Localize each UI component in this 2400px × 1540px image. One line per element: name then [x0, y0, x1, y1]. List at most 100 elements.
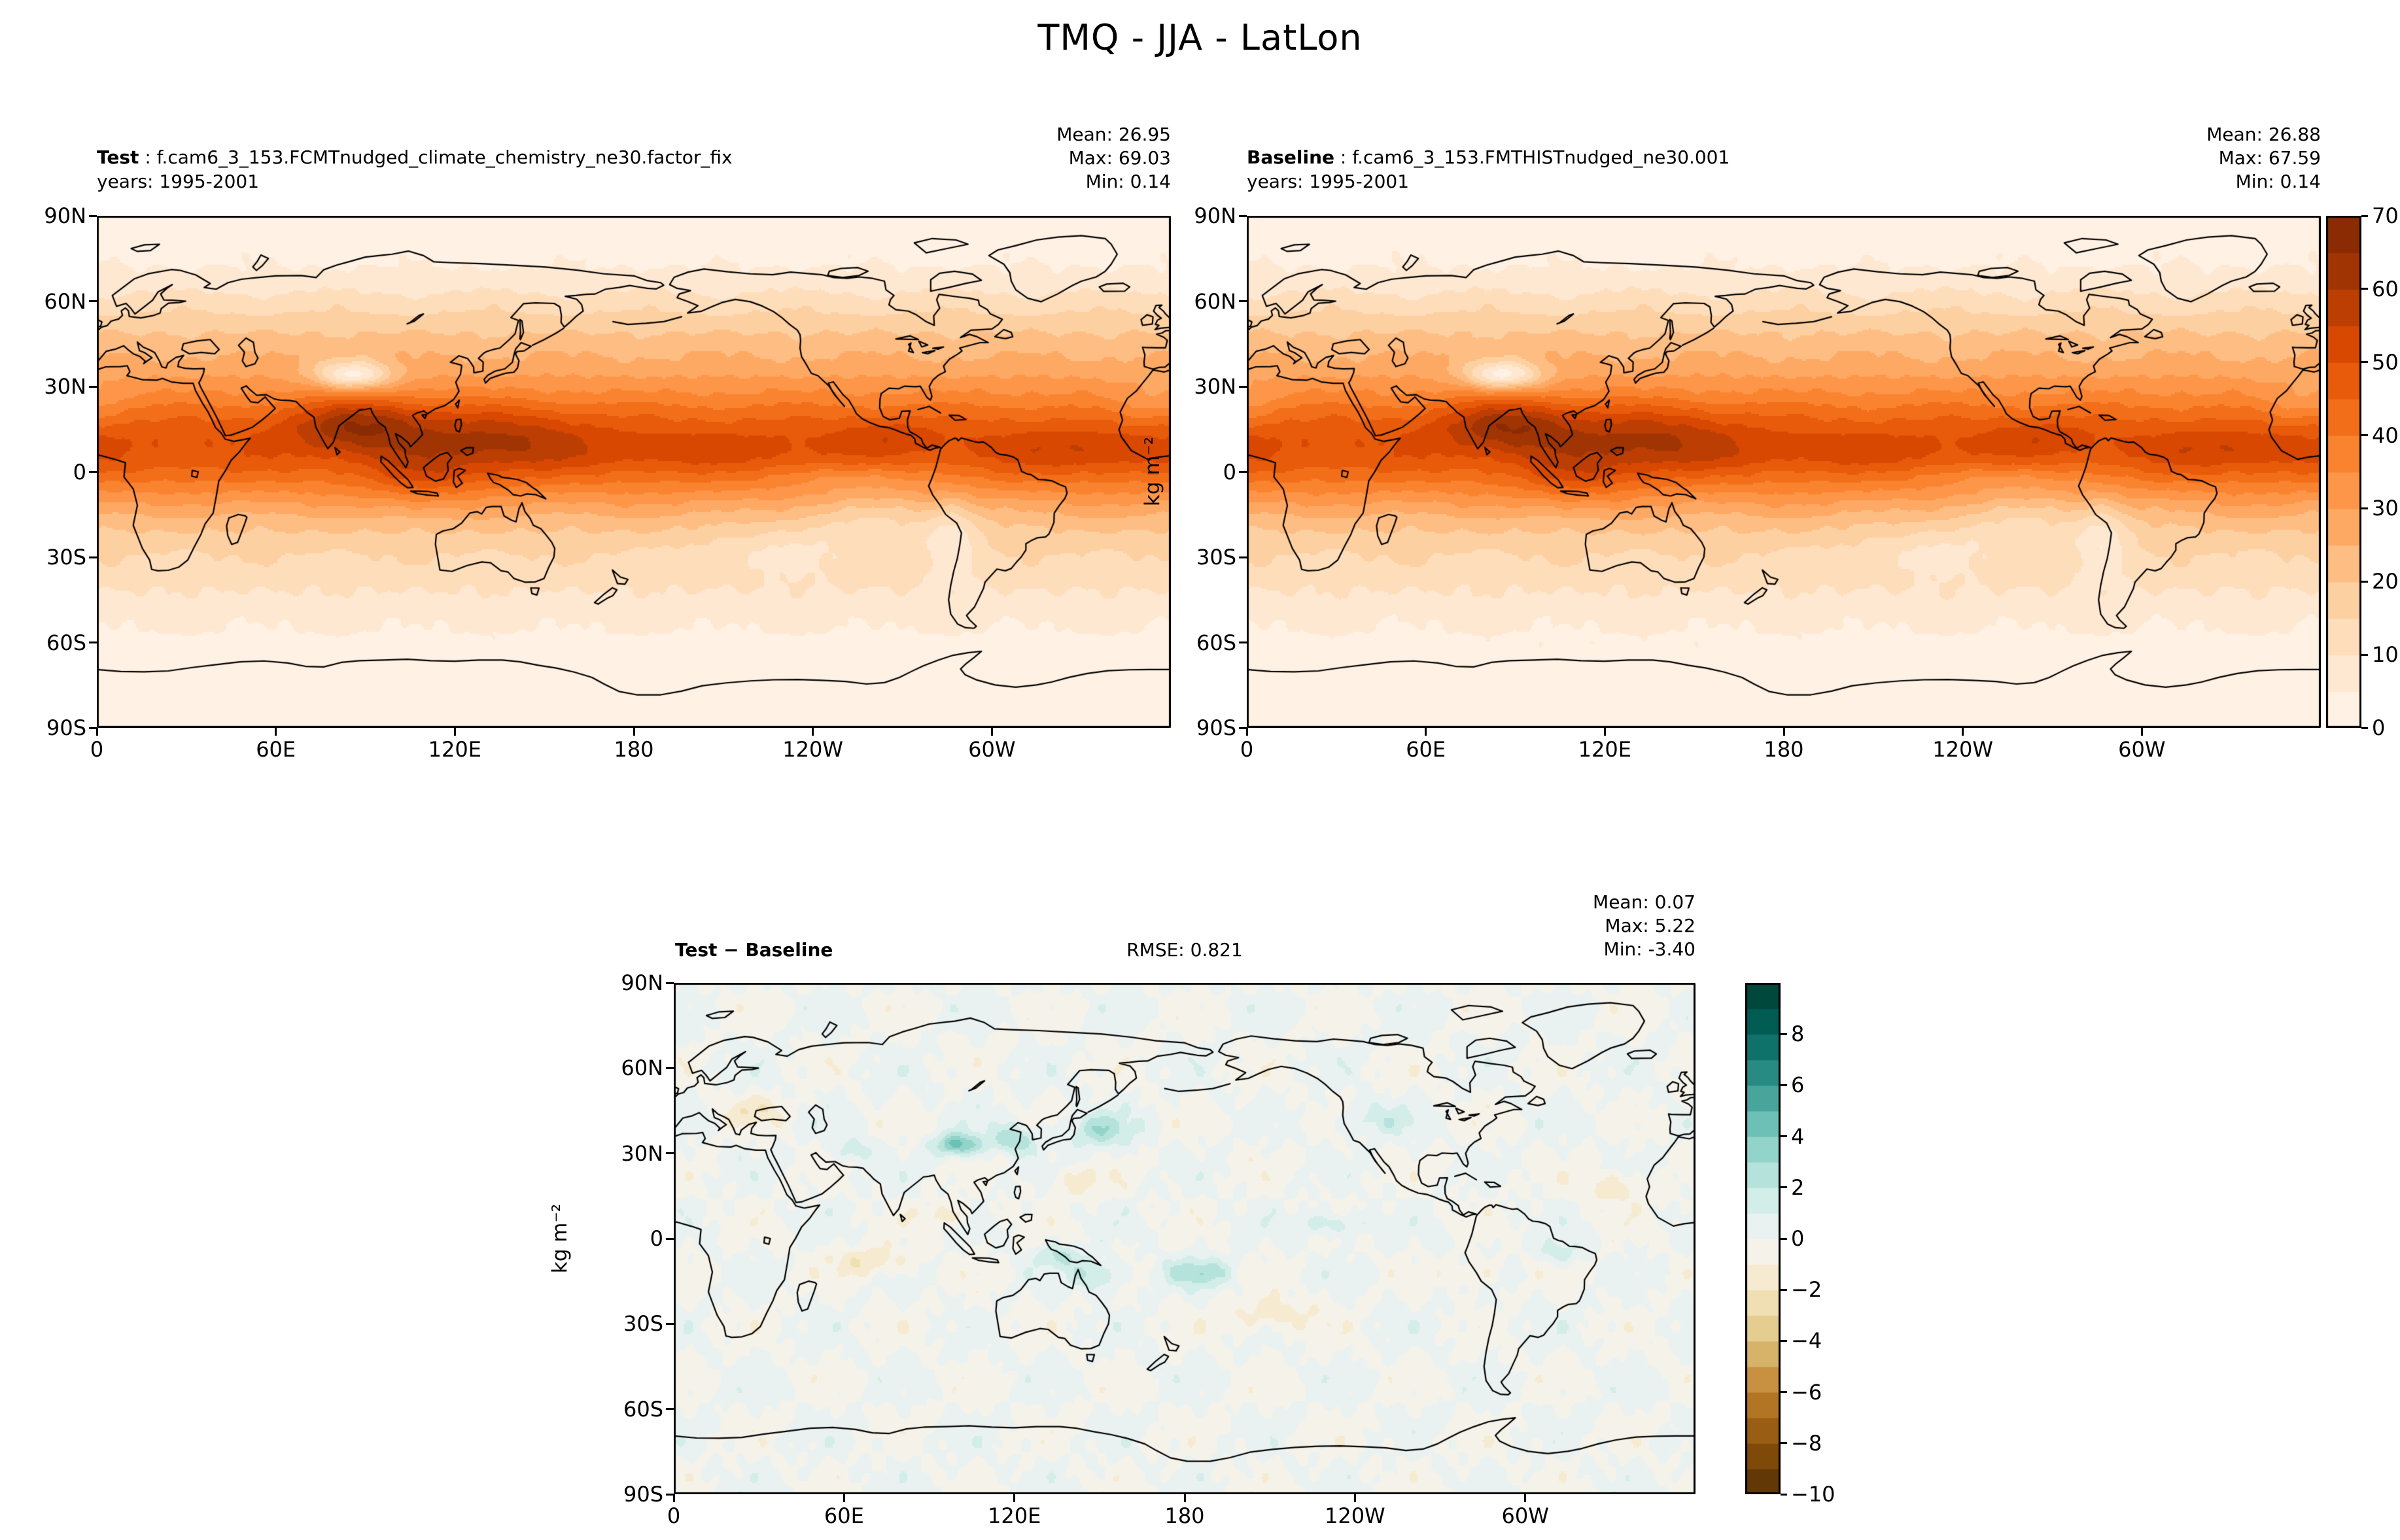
lon-tick-label: 60W	[1501, 1503, 1549, 1528]
lat-tick-mark	[666, 1067, 674, 1069]
colorbar-tick-mark	[1781, 1493, 1787, 1496]
lat-tick-mark	[666, 1408, 674, 1411]
lon-tick-mark	[1425, 728, 1427, 736]
lat-tick-mark	[666, 1493, 674, 1496]
lat-tick-label: 60N	[1194, 288, 1236, 314]
lon-tick-mark	[1962, 728, 1964, 736]
lon-tick-label: 0	[1240, 737, 1254, 762]
lon-tick-label: 60E	[1406, 737, 1446, 762]
colorbar-tick-mark	[2361, 653, 2368, 656]
colorbar-tick-label: −10	[1791, 1482, 1835, 1507]
lat-tick-mark	[89, 556, 97, 558]
test-run: : f.cam6_3_153.FCMTnudged_climate_chemis…	[139, 146, 733, 168]
baseline-years: years: 1995-2001	[1247, 171, 1410, 192]
colorbar-tick-mark	[1781, 1442, 1787, 1445]
test-stat-min: Min: 0.14	[1085, 171, 1171, 192]
lon-tick-label: 120W	[1932, 737, 1994, 762]
lat-tick-mark	[1239, 471, 1247, 473]
lat-tick-label: 0	[650, 1226, 663, 1251]
lat-tick-mark	[1239, 300, 1247, 302]
map-canvas-baseline	[1247, 216, 2321, 728]
colorbar-tick-mark	[1781, 1135, 1787, 1138]
lat-tick-mark	[1239, 642, 1247, 643]
diff-stat-min: Min: -3.40	[1603, 938, 1696, 960]
lon-tick-label: 120W	[782, 737, 844, 762]
lat-tick-mark	[89, 300, 97, 302]
lat-tick-mark	[666, 1322, 674, 1325]
lon-tick-mark	[812, 728, 814, 736]
lat-tick-label: 90S	[623, 1482, 663, 1507]
colorbar-tick-mark	[2361, 580, 2368, 583]
baseline-stat-max: Max: 67.59	[2218, 147, 2321, 169]
colorbar-tick-mark	[1781, 1391, 1787, 1394]
colorbar-tick-label: −4	[1791, 1328, 1822, 1354]
colorbar-tick-mark	[1781, 1339, 1787, 1342]
colorbar-canvas-diff	[1745, 983, 1781, 1494]
test-header: Test : f.cam6_3_153.FCMTnudged_climate_c…	[97, 145, 733, 194]
lon-tick-label: 120E	[428, 737, 481, 762]
lat-tick-mark	[1239, 214, 1247, 217]
lat-tick-mark	[89, 471, 97, 473]
lat-tick-mark	[1239, 727, 1247, 729]
lon-tick-mark	[672, 1494, 675, 1502]
baseline-label: Baseline	[1247, 146, 1335, 168]
lon-tick-label: 120E	[988, 1503, 1041, 1528]
colorbar-tick-mark	[1781, 1288, 1787, 1291]
lon-tick-label: 120W	[1324, 1503, 1385, 1528]
lon-tick-label: 180	[1164, 1503, 1205, 1528]
colorbar-tick-label: 70	[2372, 203, 2399, 228]
lon-tick-label: 0	[667, 1503, 681, 1528]
lat-tick-label: 60S	[623, 1396, 663, 1422]
lat-tick-mark	[89, 642, 97, 643]
colorbar-tick-label: −8	[1791, 1430, 1822, 1456]
colorbar-tick-mark	[2361, 434, 2368, 437]
colorbar-tick-mark	[2361, 727, 2368, 729]
colorbar-tick-label: 2	[1791, 1174, 1805, 1200]
colorbar-tick-mark	[1781, 1237, 1787, 1240]
colorbar-tick-label: 40	[2372, 422, 2399, 448]
colorbar-tick-label: 0	[1791, 1226, 1805, 1251]
lat-tick-label: 30N	[1194, 374, 1236, 399]
lon-tick-mark	[2140, 728, 2143, 736]
lat-tick-label: 90S	[1196, 715, 1236, 740]
lat-tick-label: 90N	[1194, 203, 1236, 228]
map-canvas-diff	[674, 983, 1696, 1494]
lon-tick-mark	[96, 728, 98, 736]
lon-tick-mark	[275, 728, 277, 736]
lon-tick-label: 120E	[1578, 737, 1631, 762]
lat-tick-label: 60N	[621, 1055, 663, 1081]
unit-label-baseline: kg m⁻²	[1141, 436, 1164, 507]
lon-tick-mark	[990, 728, 993, 736]
colorbar-tick-mark	[2361, 288, 2368, 290]
figure-title: TMQ - JJA - LatLon	[1037, 17, 1363, 58]
colorbar-tick-mark	[1781, 1084, 1787, 1086]
lat-tick-mark	[1239, 385, 1247, 388]
lon-tick-label: 60E	[824, 1503, 864, 1528]
lat-tick-label: 30S	[1196, 545, 1236, 570]
colorbar-tick-label: 6	[1791, 1072, 1805, 1098]
lon-tick-label: 180	[1764, 737, 1804, 762]
colorbar-tick-mark	[1781, 1186, 1787, 1189]
lon-tick-label: 60E	[256, 737, 296, 762]
lon-tick-mark	[843, 1494, 845, 1502]
diff-stats: Mean: 0.07 Max: 5.22 Min: -3.40	[1593, 891, 1696, 961]
diff-stat-mean: Mean: 0.07	[1593, 891, 1696, 913]
colorbar-tick-label: 30	[2372, 496, 2399, 521]
lat-tick-mark	[1239, 556, 1247, 558]
lat-tick-label: 30N	[621, 1140, 663, 1166]
lat-tick-label: 30S	[623, 1311, 663, 1337]
lon-tick-mark	[1245, 728, 1248, 736]
colorbar-tick-label: 60	[2372, 276, 2399, 301]
lon-tick-mark	[1353, 1494, 1356, 1502]
lat-tick-mark	[666, 1237, 674, 1240]
colorbar-canvas-top	[2326, 216, 2361, 728]
lat-tick-label: 90S	[46, 715, 86, 740]
baseline-stat-mean: Mean: 26.88	[2206, 124, 2321, 145]
test-stats: Mean: 26.95 Max: 69.03 Min: 0.14	[1056, 123, 1171, 194]
baseline-stats: Mean: 26.88 Max: 67.59 Min: 0.14	[2206, 123, 2321, 194]
test-stat-max: Max: 69.03	[1068, 147, 1171, 169]
lon-tick-mark	[1013, 1494, 1016, 1502]
lat-tick-label: 0	[73, 459, 86, 485]
test-label: Test	[97, 146, 139, 168]
